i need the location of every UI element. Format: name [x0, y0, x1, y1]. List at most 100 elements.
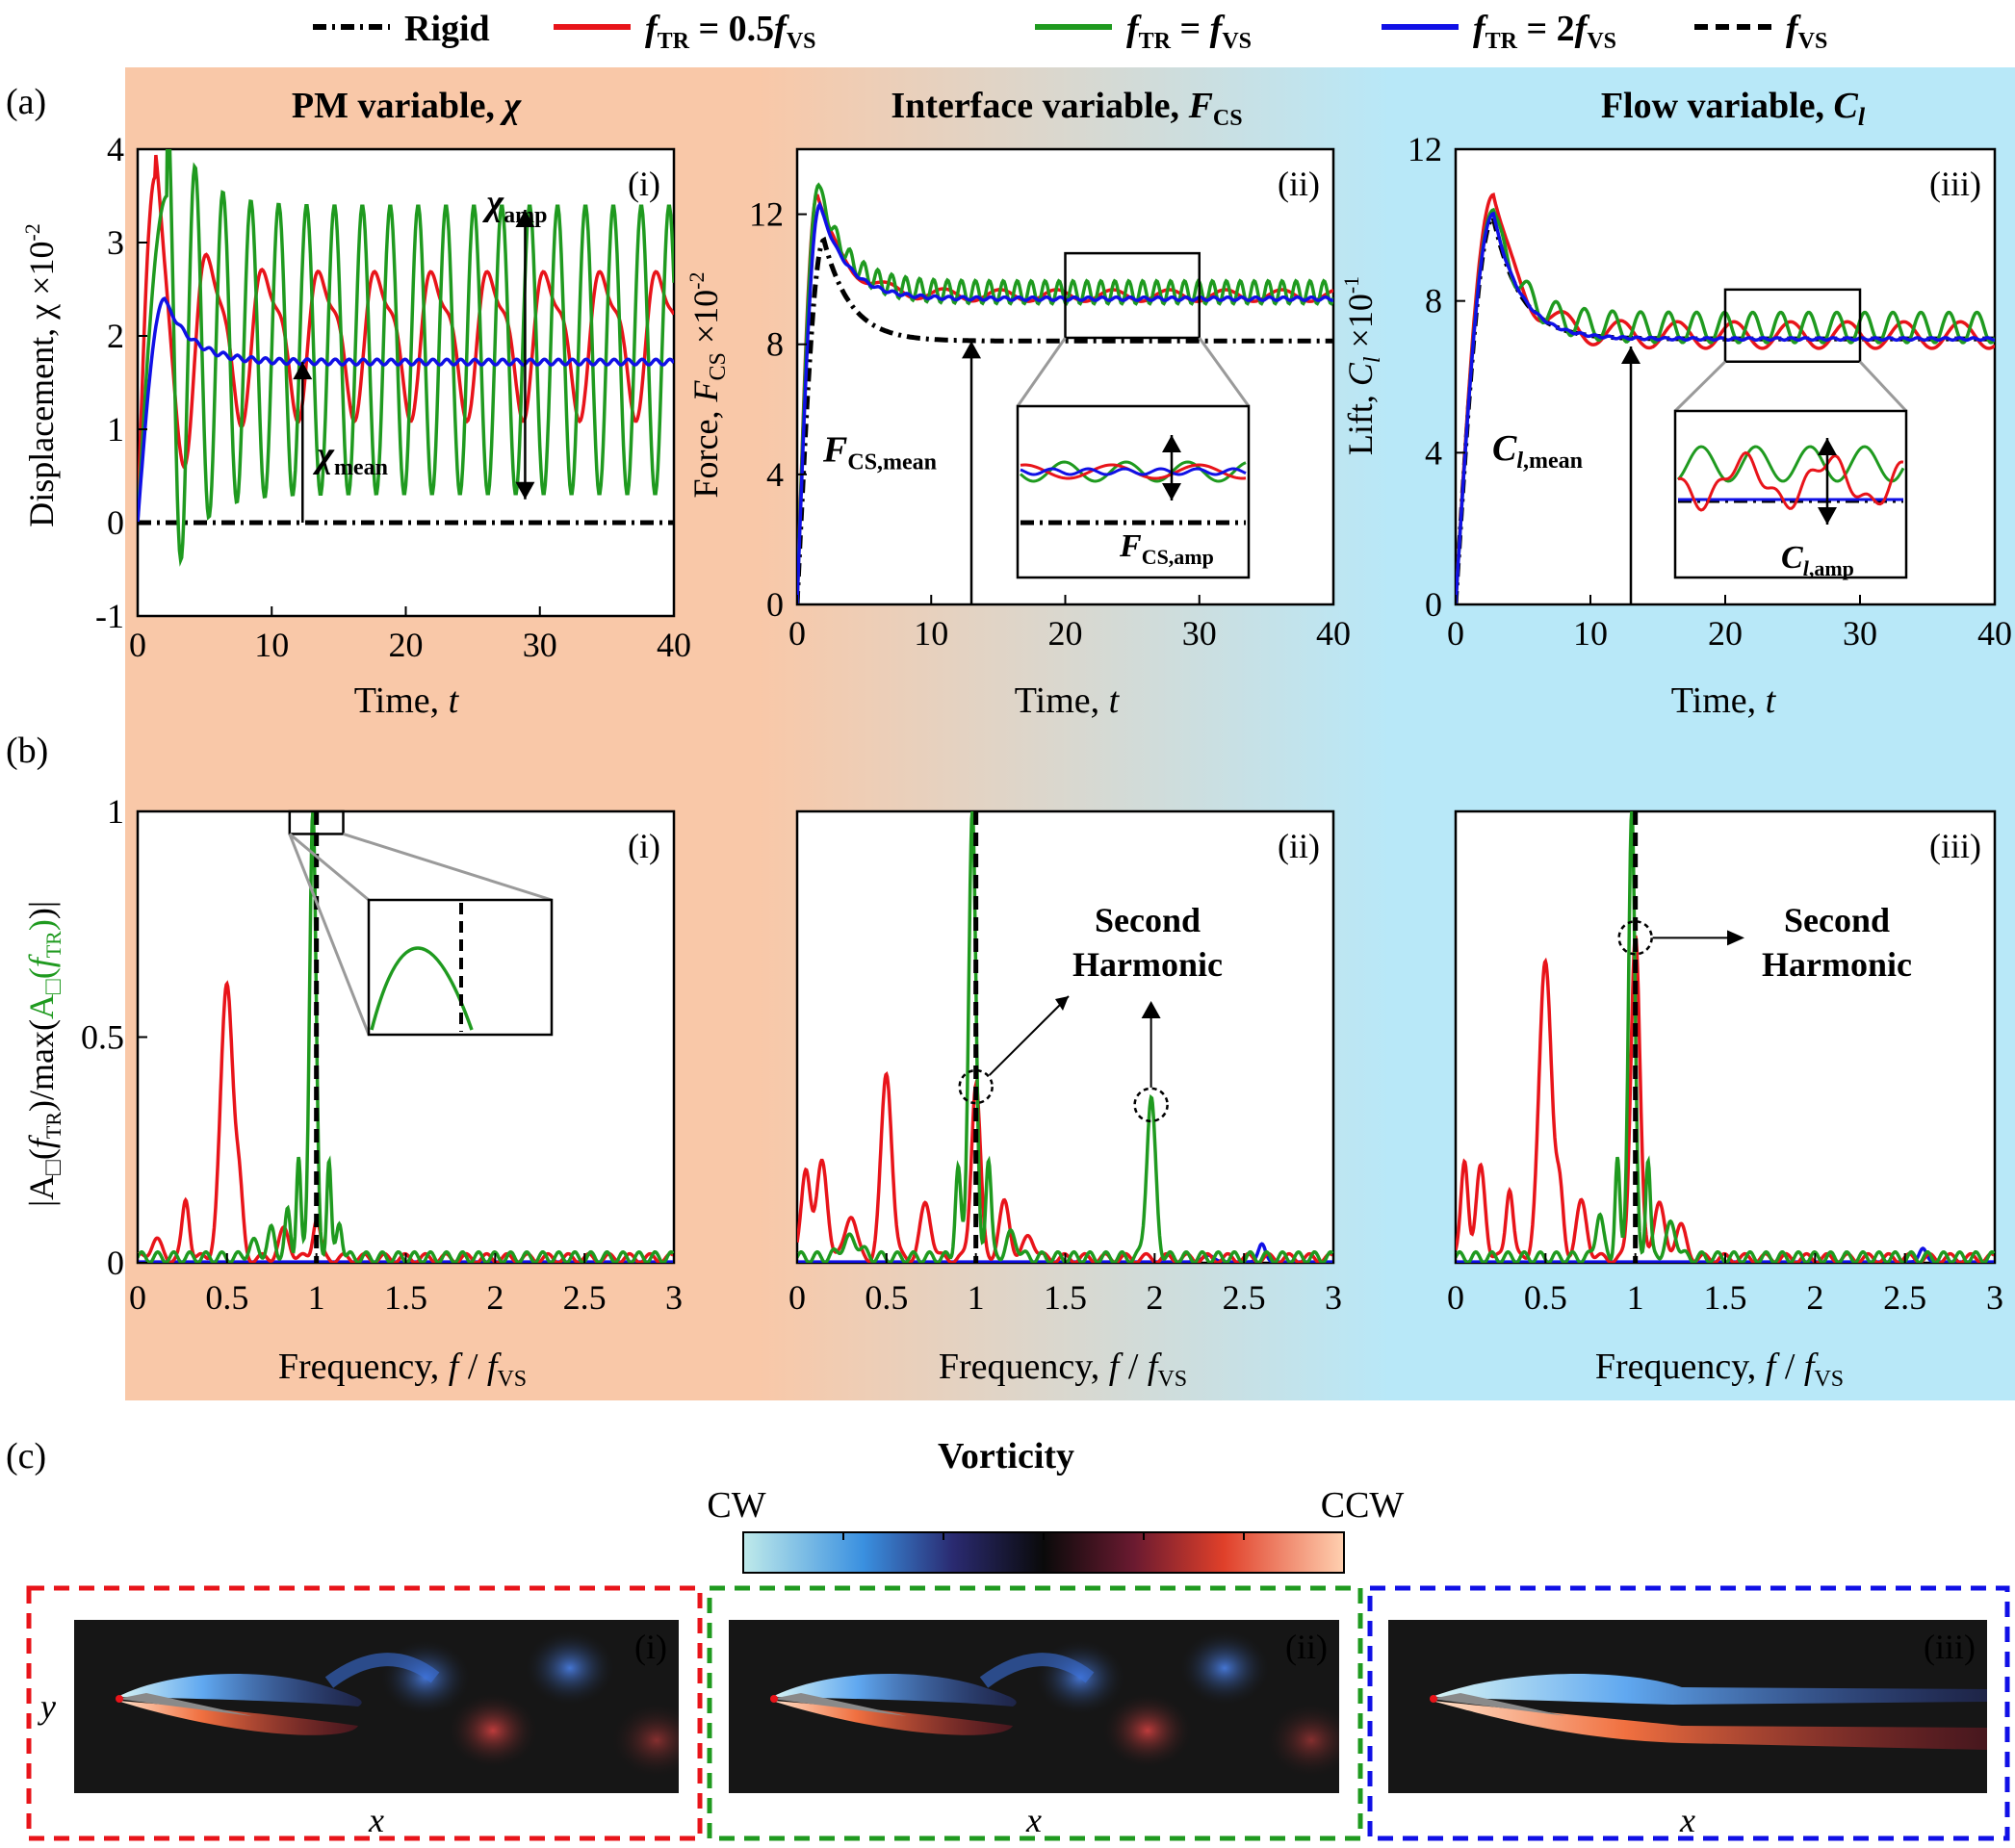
xtick-label-b-i: 0.5: [205, 1278, 248, 1317]
xtick-label-a-iii: 30: [1843, 614, 1877, 653]
panel-label-b-2: (ii): [1278, 827, 1320, 865]
xlabel-time-1: Time, t: [354, 680, 460, 721]
xtick-label-a-i: 30: [523, 626, 557, 664]
xtick-label-b-iii: 0: [1447, 1278, 1464, 1317]
xtick-label-b-iii: 3: [1986, 1278, 2003, 1317]
svg-text:PM variable, χ: PM variable, χ: [292, 86, 523, 126]
vorticity-frame-2: [707, 1585, 1363, 1841]
vorticity-map-3: (iii) x: [1388, 1620, 1987, 1839]
panel-b-2-frame: [795, 809, 1335, 1265]
legend-label-3: fTR = 2fVS: [1473, 9, 1616, 54]
svg-text:|A□(fTR)/max(A□(fTR))|: |A□(fTR)/max(A□(fTR))|: [22, 901, 66, 1207]
ytick-label-a-i: 4: [107, 130, 124, 168]
ytick-label-a-iii: 12: [1408, 130, 1442, 168]
xtick-label-a-i: 10: [254, 626, 289, 664]
ytick-label-a-i: -1: [95, 597, 124, 635]
vorticity-panel-label-3: (iii): [1924, 1628, 1976, 1666]
ytick-label-a-i: 2: [107, 317, 124, 355]
xtick-label-b-iii: 2: [1806, 1278, 1823, 1317]
xtick-label-b-iii: 1: [1627, 1278, 1644, 1317]
upper-shear-layer: [772, 1674, 1017, 1707]
panel-label-b-3: (iii): [1929, 827, 1981, 865]
ytick-label-a-ii: 8: [766, 325, 784, 364]
upper-shear-layer: [117, 1674, 362, 1707]
harmonic-circle-b-iii: [1617, 920, 1653, 956]
ytick-label-a-ii: 0: [766, 585, 784, 624]
fcs-inset: [1016, 404, 1251, 579]
second-harmonic-label-iii-line1: Second: [1784, 901, 1890, 939]
colorbar-label-ccw: CCW: [1321, 1485, 1405, 1526]
vortex: [610, 1702, 679, 1779]
lower-shear-layer: [772, 1701, 1013, 1735]
xtick-label-b-i: 1.5: [384, 1278, 427, 1317]
row-label-a: (a): [6, 82, 46, 122]
vortex: [1101, 1692, 1194, 1769]
vortex: [1332, 1667, 1339, 1707]
xtick-label-a-iii: 40: [1977, 614, 2012, 653]
airfoil-shape: [772, 1693, 907, 1716]
legend-label-0: Rigid: [404, 9, 490, 49]
panel-label-b-1: (i): [628, 827, 660, 865]
panel-label-a-2: (ii): [1278, 165, 1320, 203]
xtick-label-b-ii: 3: [1325, 1278, 1342, 1317]
xtick-label-b-ii: 0.5: [865, 1278, 908, 1317]
cl-inset-lines: Cl,amp: [1676, 438, 1905, 580]
xtick-label-b-ii: 1.5: [1044, 1278, 1087, 1317]
airfoil-shape: [1432, 1693, 1566, 1716]
vortex: [1265, 1702, 1339, 1779]
cl-amp-arrowhead: [1818, 438, 1837, 455]
spectrum-b-iii: 0 0.5 1 1.5 2 2.5 3: [1447, 811, 2003, 1317]
xlabel-time-3: Time, t: [1671, 680, 1777, 721]
xtick-label-a-ii: 10: [914, 614, 948, 653]
vorticity-frame-3: [1367, 1585, 2010, 1841]
vortex: [447, 1692, 539, 1769]
ytick-label-a-ii: 12: [749, 195, 784, 234]
colorbar-ticks: [842, 1532, 1245, 1540]
fcs-amp-arrowhead: [1162, 435, 1181, 452]
ylabel-displacement: Displacement, χ ×10-2: [20, 223, 61, 527]
column-title-interface: Interface variable, FCS: [891, 86, 1242, 131]
spectrum-zoom-box: [288, 809, 345, 835]
svg-text:Frequency, f / fVS: Frequency, f / fVS: [1595, 1347, 1844, 1392]
ylabel-spectrum: |A□(fTR)/max(A□(fTR))|: [22, 901, 66, 1207]
fcs-zoom-connector: [1016, 337, 1067, 407]
vorticity-frame-1: [26, 1585, 703, 1841]
cl-zoom-connector: [1673, 360, 1727, 413]
lower-shear-layer: [1432, 1701, 1987, 1750]
xtick-label-a-iii: 10: [1573, 614, 1608, 653]
xtick-label-b-ii: 2.5: [1223, 1278, 1266, 1317]
xtick-label-b-ii: 0: [788, 1278, 806, 1317]
cl-mean-arrowhead: [1621, 346, 1640, 364]
colorbar-label-cw: CW: [707, 1485, 765, 1526]
svg-text:Interface variable, FCS: Interface variable, FCS: [891, 86, 1242, 131]
second-harmonic-label-iii-line2: Harmonic: [1762, 945, 1912, 984]
xtick-label-b-iii: 0.5: [1524, 1278, 1567, 1317]
svg-text:Lift, Cl ×10-1: Lift, Cl ×10-1: [1339, 276, 1385, 455]
spectrum-inset-peak: [370, 946, 474, 1031]
second-harmonic-label-iii: Second Harmonic: [1762, 901, 1912, 984]
vorticity-ylabel: y: [38, 1687, 56, 1726]
chi-amp-arrowhead-down: [515, 481, 535, 500]
xlabel-frequency-2: Frequency, f / fVS: [939, 1347, 1187, 1392]
series-a-i-3: [138, 295, 674, 524]
svg-text:Time, t: Time, t: [1015, 680, 1121, 721]
xlabel-frequency-1: Frequency, f / fVS: [278, 1347, 527, 1392]
vortex: [678, 1679, 679, 1696]
panel-b-3-frame: [1454, 809, 1997, 1265]
ytick-label-a-ii: 4: [766, 455, 784, 494]
fcs-inset-series: [1019, 460, 1247, 483]
ytick-label-a-iii: 8: [1425, 282, 1442, 321]
svg-text:Frequency, f / fVS: Frequency, f / fVS: [939, 1347, 1187, 1392]
vorticity-panel-label-2: (ii): [1285, 1628, 1328, 1666]
second-harmonic-label-ii: Second Harmonic: [1072, 901, 1223, 984]
spectrum-zoom-connector: [288, 833, 370, 902]
fcs-inset-lines: FCS,amp: [1019, 435, 1247, 569]
xlabel-time-2: Time, t: [1015, 680, 1121, 721]
cl-mean-label: Cl,mean: [1492, 428, 1583, 474]
ylabel-force: Force, FCS ×10-2: [685, 272, 731, 499]
ytick-label-a-i: 0: [107, 503, 124, 542]
xlabel-frequency-3: Frequency, f / fVS: [1595, 1347, 1844, 1392]
legend-label-4: fVS: [1786, 9, 1827, 54]
harmonic-circle-b-ii: [958, 1068, 994, 1105]
